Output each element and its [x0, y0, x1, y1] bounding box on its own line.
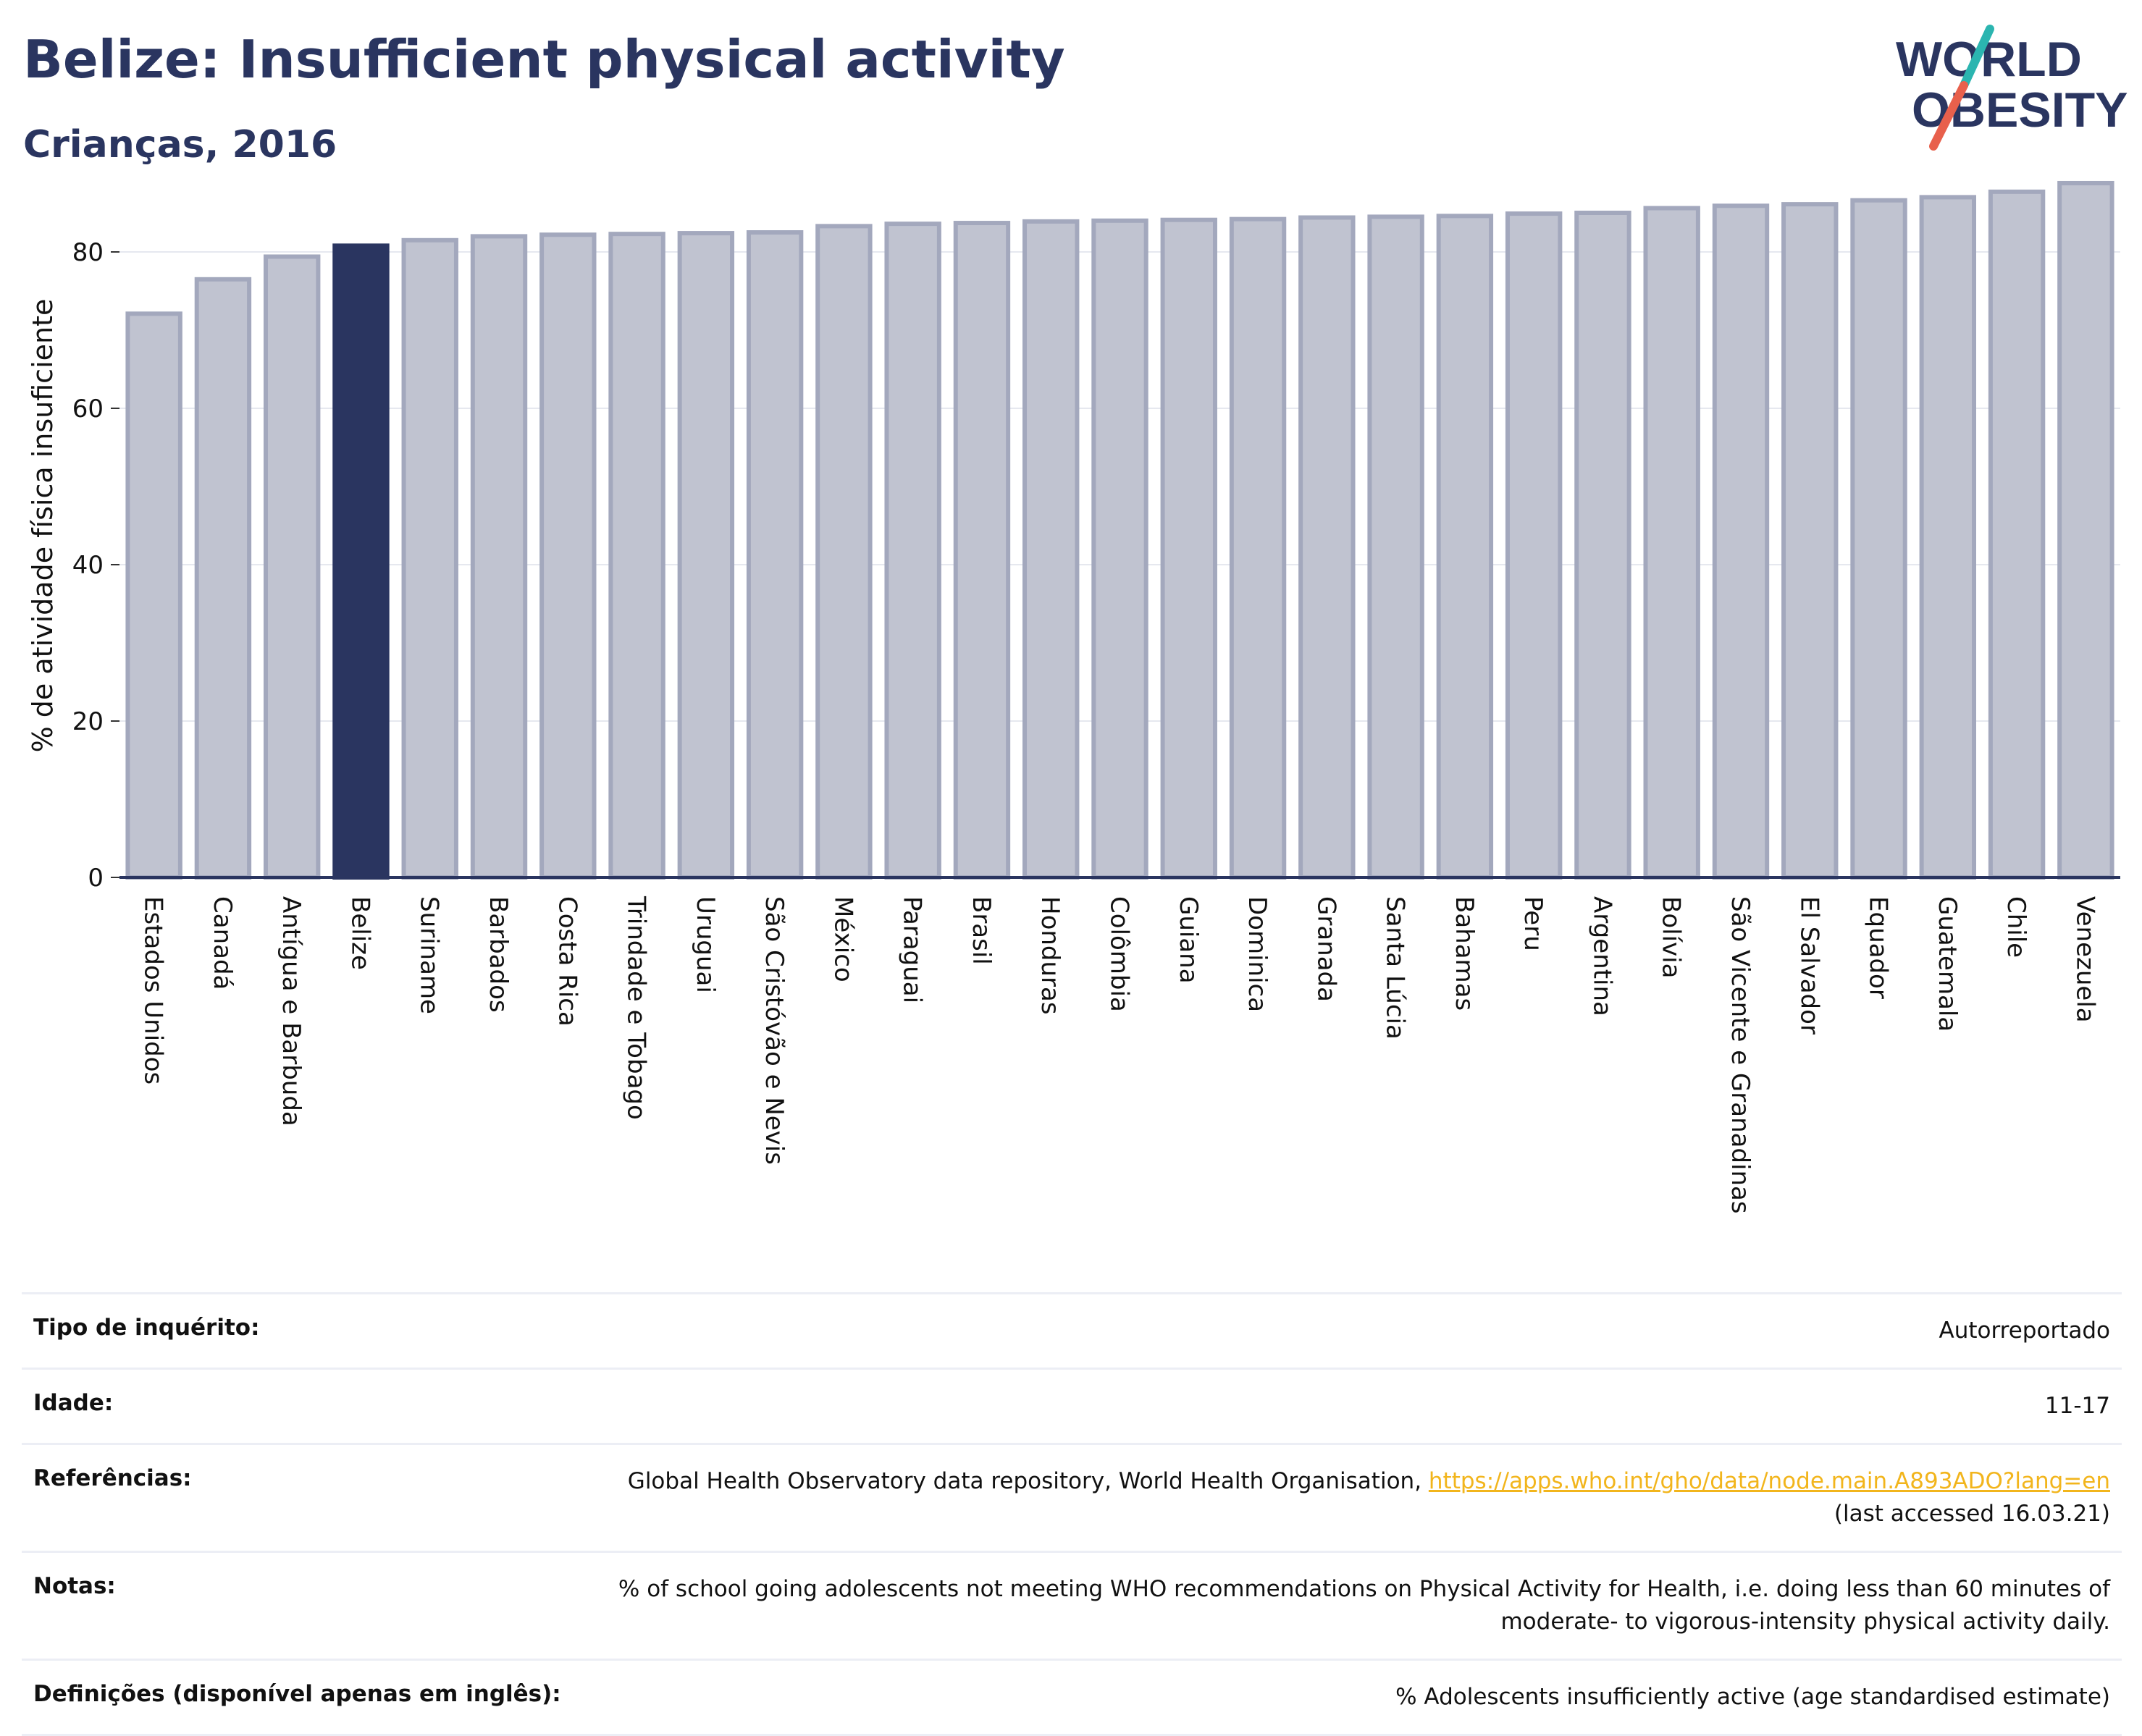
bar-colômbia [1091, 218, 1148, 880]
x-tick-label: Brasil [967, 896, 996, 965]
survey-type-label: Tipo de inquérito: [33, 1315, 260, 1341]
x-tick-label: Guiana [1174, 896, 1203, 984]
bar-trindade-e-tobago [608, 232, 665, 880]
bar-suriname [401, 237, 458, 880]
bar-uruguai [677, 231, 735, 880]
y-axis-label: % de atividade física insuficiente [27, 299, 59, 753]
x-tick-label: Antígua e Barbuda [277, 896, 306, 1126]
notes-line-2: moderate- to vigorous-intensity physical… [1500, 1608, 2110, 1635]
info-row-definitions: Definições (disponível apenas em inglês)… [22, 1658, 2122, 1736]
x-tick-label: São Cristóvão e Nevis [760, 896, 789, 1165]
y-tick-label: 40 [72, 551, 104, 580]
bar-argentina [1574, 211, 1631, 880]
bar-venezuela [2057, 180, 2114, 880]
bar-honduras [1022, 219, 1080, 880]
logo-slash-teal [1960, 25, 1994, 90]
x-tick-label: Bahamas [1450, 896, 1479, 1011]
x-tick-label: Bolívia [1657, 896, 1686, 978]
references-link[interactable]: https://apps.who.int/gho/data/node.main.… [1428, 1467, 2110, 1494]
bar-são-cristóvão-e-nevis [746, 230, 804, 880]
bar-são-vicente-e-granadinas [1712, 203, 1770, 880]
x-tick-label: Peru [1519, 896, 1547, 951]
world-obesity-logo: WORLD OBESITY [1896, 25, 2128, 151]
x-tick-label: Venezuela [2070, 896, 2099, 1023]
x-tick-label: Colômbia [1105, 896, 1134, 1012]
bar-peru [1505, 211, 1563, 880]
bar-guiana [1160, 217, 1217, 880]
bar-granada [1298, 215, 1356, 880]
x-tick-label: Equador [1864, 896, 1893, 999]
notes-label: Notas: [33, 1572, 116, 1599]
definitions-label: Definições (disponível apenas em inglês)… [33, 1680, 561, 1707]
bar-chart: 0 20 40 60 80 % de atividade física insuficie… [27, 180, 2120, 1214]
x-tick-label: Dominica [1243, 896, 1272, 1012]
references-value: Global Health Observatory data repositor… [628, 1465, 2110, 1530]
x-tick-label: El Salvador [1794, 896, 1823, 1035]
references-text: Global Health Observatory data repositor… [627, 1467, 1422, 1494]
bar-guatemala [1919, 195, 1977, 880]
age-label: Idade: [33, 1389, 114, 1416]
references-accessed: (last accessed 16.03.21) [1834, 1500, 2110, 1527]
bar-brasil [953, 221, 1011, 880]
info-row-notes: Notas: % of school going adolescents not… [22, 1550, 2122, 1659]
x-tick-label: Canadá [208, 896, 237, 990]
x-tick-label: Barbados [484, 896, 513, 1013]
x-tick-label: Chile [2002, 896, 2030, 958]
bar-antígua-e-barbuda [263, 254, 321, 880]
bar-santa-lúcia [1367, 214, 1424, 880]
x-tick-label: Estados Unidos [139, 896, 168, 1084]
x-tick-label: Belize [345, 896, 374, 970]
info-row-references: Referências: Global Health Observatory d… [22, 1442, 2122, 1551]
bar-canadá [194, 277, 252, 880]
page-subtitle: Crianças, 2016 [23, 123, 337, 167]
bar-dominica [1229, 216, 1287, 880]
logo-slash-red [1929, 81, 1968, 151]
y-tick-label: 80 [72, 238, 104, 267]
bar-méxico [815, 224, 873, 880]
notes-value: % of school going adolescents not meetin… [618, 1573, 2110, 1638]
notes-line-1: % of school going adolescents not meetin… [618, 1575, 2110, 1602]
x-tick-label: México [828, 896, 857, 982]
x-tick-label: Honduras [1036, 896, 1064, 1015]
x-tick-label: Uruguai [691, 896, 720, 993]
y-tick-label: 0 [88, 864, 104, 893]
info-row-age: Idade: 11-17 [22, 1367, 2122, 1443]
bar-chile [1988, 189, 2046, 880]
info-row-survey-type: Tipo de inquérito: Autorreportado [22, 1292, 2122, 1368]
x-tick-label: Paraguai [898, 896, 927, 1003]
bar-el-salvador [1781, 202, 1839, 880]
survey-type-value: Autorreportado [1939, 1318, 2111, 1344]
page-title: Belize: Insufficient physical activity [23, 29, 1065, 90]
age-value: 11-17 [2044, 1392, 2110, 1419]
bar-bolívia [1643, 206, 1700, 880]
x-tick-label: Trindade e Tobago [622, 896, 651, 1120]
bar-paraguai [884, 222, 941, 880]
bar-belize [332, 243, 390, 880]
x-tick-label: Argentina [1587, 896, 1616, 1016]
references-label: Referências: [33, 1465, 192, 1491]
x-tick-label: Suriname [415, 896, 444, 1014]
bar-bahamas [1436, 214, 1494, 880]
bar-equador [1850, 198, 1907, 880]
bar-estados-unidos [125, 311, 182, 880]
info-table: Tipo de inquérito: Autorreportado Idade:… [22, 1292, 2122, 1736]
x-tick-label: Granada [1311, 896, 1340, 1002]
x-tick-label: Guatemala [1933, 896, 1962, 1032]
x-tick-label: Santa Lúcia [1381, 896, 1410, 1040]
y-tick-label: 20 [72, 707, 104, 736]
y-tick-label: 60 [72, 395, 104, 424]
bar-costa-rica [539, 232, 597, 880]
x-tick-label: Costa Rica [553, 896, 581, 1027]
bar-barbados [470, 234, 528, 880]
definitions-value: % Adolescents insufficiently active (age… [1395, 1683, 2110, 1710]
x-tick-label: São Vicente e Granadinas [1726, 896, 1755, 1214]
